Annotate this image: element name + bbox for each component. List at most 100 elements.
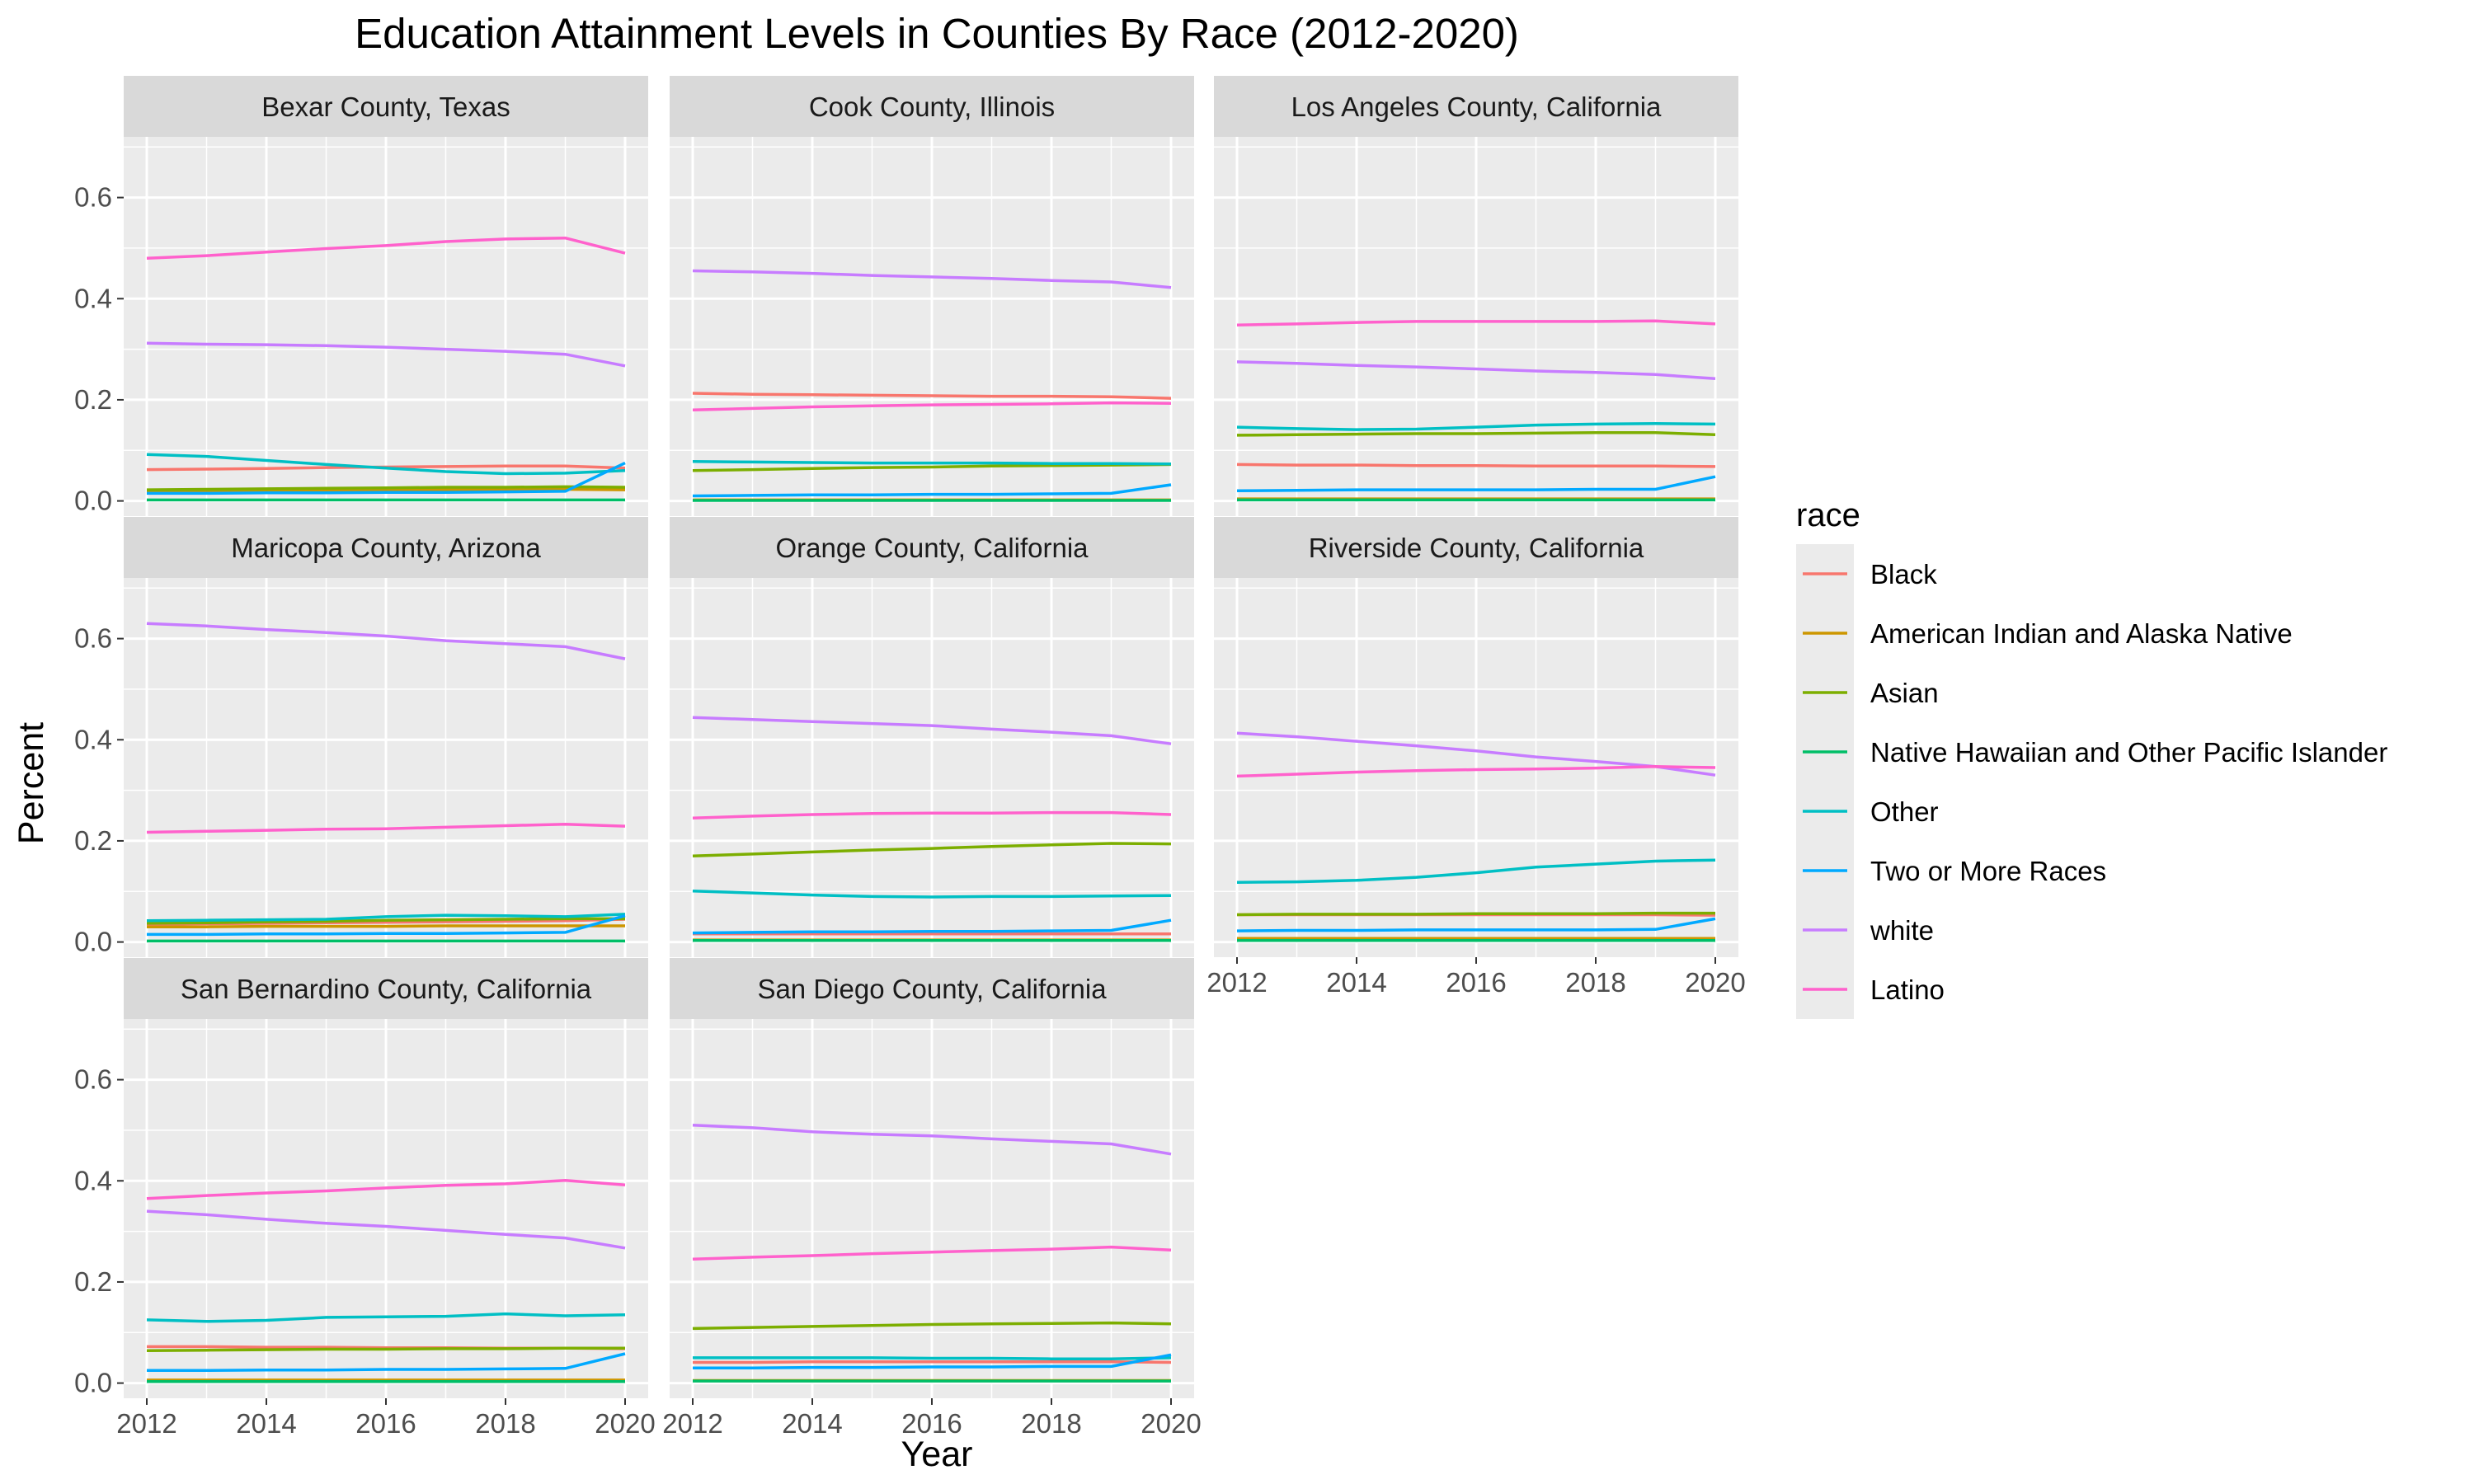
facet-strip-label: Riverside County, California xyxy=(1309,533,1644,563)
series-line-asian xyxy=(692,842,1172,858)
series-line-other xyxy=(692,460,1172,466)
y-tick-label: 0.6 xyxy=(74,182,112,213)
x-tick-label: 2012 xyxy=(662,1408,722,1439)
facet-panel: Orange County, California xyxy=(670,517,1194,957)
x-tick-label: 2014 xyxy=(782,1408,842,1439)
legend-label: white xyxy=(1870,915,1934,946)
facet-strip xyxy=(670,958,1194,1019)
y-tick-label: 0.2 xyxy=(74,384,112,415)
legend-label: Latino xyxy=(1870,974,1945,1005)
series-line-other xyxy=(146,1312,626,1323)
series-line-asian xyxy=(146,1346,625,1353)
series-line-two-or-more-races xyxy=(692,918,1172,935)
series-line-other xyxy=(146,913,626,923)
x-tick-label: 2020 xyxy=(1141,1408,1201,1439)
series-line-other xyxy=(1236,858,1716,884)
facet-strip-label: Cook County, Illinois xyxy=(809,92,1055,122)
facet-strip-label: Orange County, California xyxy=(775,533,1089,563)
series-line-white xyxy=(146,341,626,368)
series-line-two-or-more-races xyxy=(147,914,626,937)
series-line-white xyxy=(692,269,1172,289)
y-axis-title: Percent xyxy=(12,722,51,844)
series-line-other xyxy=(692,889,1172,899)
series-line-asian xyxy=(146,917,625,925)
series-line-other xyxy=(1236,422,1716,431)
y-tick-label: 0.0 xyxy=(74,927,112,957)
legend-title: race xyxy=(1796,497,1860,533)
series-line-two-or-more-races xyxy=(147,462,626,495)
x-tick-label: 2020 xyxy=(1685,967,1745,998)
legend-item: Other xyxy=(1796,782,1939,841)
facet-panels: Bexar County, Texas 0.0 0.2 0.4 0.6 Cook Coun… xyxy=(74,76,1746,1439)
series-line-two-or-more-races xyxy=(1236,475,1716,493)
legend-label: Native Hawaiian and Other Pacific Island… xyxy=(1870,737,2387,768)
y-tick-label: 0.2 xyxy=(74,825,112,856)
chart-title: Education Attainment Levels in Counties … xyxy=(355,10,1519,57)
x-tick-label: 2014 xyxy=(1326,967,1386,998)
facet-panel: San Bernardino County, California 0.0 0.2 0… xyxy=(74,958,656,1439)
facet-strip-label: Maricopa County, Arizona xyxy=(231,533,541,563)
series-line-latino xyxy=(692,1245,1172,1261)
x-tick-label: 2016 xyxy=(355,1408,416,1439)
facet-panel: San Diego County, California 2012 2014 2016… xyxy=(662,958,1202,1439)
legend-item: Asian xyxy=(1796,663,1939,722)
series-line-latino xyxy=(146,236,626,260)
x-tick-label: 2018 xyxy=(1021,1408,1081,1439)
series-line-two-or-more-races xyxy=(693,1353,1172,1369)
legend-item: Two or More Races xyxy=(1796,841,2106,900)
legend: race Black American Indian and Alaska Nat… xyxy=(1796,497,2387,1019)
series-line-two-or-more-races xyxy=(147,1352,626,1373)
series-line-other xyxy=(146,453,626,476)
legend-item: white xyxy=(1796,900,1934,960)
legend-items: Black American Indian and Alaska Native As… xyxy=(1796,544,2387,1019)
series-line-white xyxy=(692,1124,1172,1156)
facet-strip xyxy=(124,958,648,1019)
series-line-american-indian-and-alaska-native xyxy=(147,924,625,928)
y-tick-label: 0.6 xyxy=(74,1064,112,1095)
x-tick-label: 2016 xyxy=(1446,967,1506,998)
y-tick-label: 0.6 xyxy=(74,623,112,654)
x-tick-label: 2012 xyxy=(116,1408,176,1439)
facet-strip xyxy=(1214,76,1738,137)
series-line-black xyxy=(693,1360,1172,1364)
y-tick-label: 0.2 xyxy=(74,1266,112,1297)
x-tick-label: 2016 xyxy=(901,1408,962,1439)
legend-label: Two or More Races xyxy=(1870,856,2106,886)
x-tick-label: 2020 xyxy=(595,1408,655,1439)
facet-panel: Riverside County, California 2012 2014 2016… xyxy=(1206,517,1746,998)
y-tick-label: 0.4 xyxy=(74,1165,112,1195)
y-tick-label: 0.4 xyxy=(74,283,112,313)
series-line-latino xyxy=(1236,319,1716,326)
series-line-asian xyxy=(692,463,1172,472)
series-line-two-or-more-races xyxy=(692,483,1172,498)
facet-strip-label: San Bernardino County, California xyxy=(181,974,592,1004)
series-line-white xyxy=(692,716,1172,745)
series-line-asian xyxy=(1236,911,1715,917)
x-tick-label: 2018 xyxy=(1565,967,1625,998)
facet-strip xyxy=(670,76,1194,137)
series-line-white xyxy=(1236,360,1716,380)
legend-item: Black xyxy=(1796,544,1937,603)
x-axis-title: Year xyxy=(901,1435,973,1474)
y-tick-label: 0.0 xyxy=(74,1368,112,1398)
series-line-black xyxy=(1236,463,1716,468)
facet-strip xyxy=(670,517,1194,578)
series-line-asian xyxy=(692,1321,1172,1331)
series-line-latino xyxy=(692,810,1172,820)
facet-strip-label: San Diego County, California xyxy=(757,974,1107,1004)
legend-label: Other xyxy=(1870,796,1939,827)
series-line-white xyxy=(1236,731,1716,777)
x-tick-label: 2014 xyxy=(236,1408,296,1439)
series-line-latino xyxy=(1236,765,1716,778)
facet-panel: Cook County, Illinois xyxy=(670,76,1194,516)
series-line-black xyxy=(692,392,1172,400)
facet-strip xyxy=(124,76,648,137)
series-line-asian xyxy=(146,485,626,491)
series-line-latino xyxy=(146,1178,626,1200)
x-tick-label: 2018 xyxy=(475,1408,535,1439)
legend-item: Native Hawaiian and Other Pacific Island… xyxy=(1796,722,2387,782)
legend-item: American Indian and Alaska Native xyxy=(1796,603,2293,663)
x-tick-label: 2012 xyxy=(1206,967,1267,998)
series-line-two-or-more-races xyxy=(1236,917,1716,932)
